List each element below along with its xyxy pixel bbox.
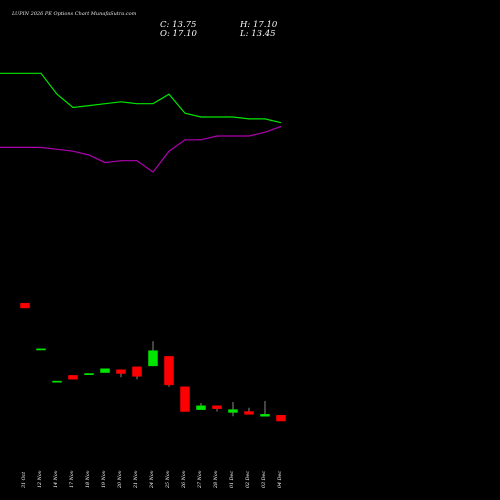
high-value-label: H: 17.10	[240, 20, 278, 30]
candle-body	[276, 415, 286, 422]
x-tick-label: 14 Nov	[54, 470, 59, 488]
x-tick-label: 24 Nov	[150, 470, 155, 488]
indicator-line-1	[0, 72, 282, 124]
x-tick-label: 19 Nov	[102, 470, 107, 488]
candle-body	[84, 373, 94, 375]
x-tick-label: 17 Nov	[70, 470, 75, 488]
candle-body	[164, 356, 174, 386]
high-value: 17.10	[252, 20, 278, 30]
low-value-label: L: 13.45	[240, 29, 276, 39]
x-tick-label: 21 Nov	[134, 470, 139, 488]
candle-body	[260, 414, 270, 417]
close-value: 13.75	[172, 20, 197, 30]
candle-body	[20, 302, 30, 309]
x-tick-label: 03 Dec	[262, 471, 267, 488]
x-tick-label: 28 Nov	[214, 470, 219, 488]
x-tick-label: 27 Nov	[198, 470, 203, 488]
x-tick-label: 25 Nov	[166, 470, 171, 488]
chart-title: LUPIN 2026 PE Options Chart MunafaSutra.…	[12, 11, 137, 17]
x-tick-label: 31 Oct	[22, 471, 27, 488]
low-value: 13.45	[251, 29, 276, 39]
x-tick-label: 18 Nov	[86, 470, 91, 488]
x-tick-label: 04 Dec	[278, 471, 283, 488]
candle-body	[196, 405, 206, 410]
candle-body	[100, 368, 110, 373]
candle-body	[180, 386, 190, 412]
close-value-label: C: 13.75	[160, 20, 197, 30]
x-tick-label: 12 Nov	[38, 470, 43, 488]
x-tick-label: 20 Nov	[118, 470, 123, 488]
candle-body	[116, 369, 126, 374]
candle-body	[36, 348, 46, 351]
x-tick-label: 01 Dec	[230, 471, 235, 488]
candle-body	[148, 350, 158, 367]
x-tick-label: 02 Dec	[246, 471, 251, 488]
candle-body	[132, 366, 142, 377]
x-tick-label: 26 Nov	[182, 470, 187, 488]
candle-body	[52, 380, 62, 383]
open-value-label: O: 17.10	[160, 29, 197, 39]
open-value: 17.10	[172, 29, 197, 39]
candle-body	[68, 375, 78, 380]
candle-body	[244, 411, 254, 415]
candle-body	[228, 409, 238, 413]
indicator-line-2	[0, 125, 282, 173]
candle-body	[212, 405, 222, 409]
